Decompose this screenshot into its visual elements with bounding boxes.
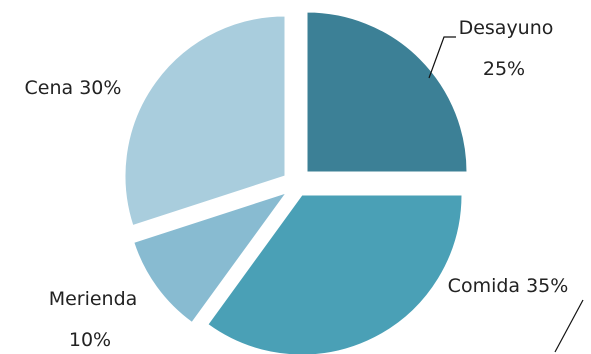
label-cena: Cena 30% <box>25 77 122 99</box>
pie-slice-comida <box>207 194 463 354</box>
pie-slices <box>124 11 468 354</box>
label-desayuno-name: Desayuno <box>459 17 554 39</box>
pie-slice-merienda <box>133 192 288 324</box>
comida-leader-line <box>554 299 584 353</box>
desayuno-leader-line <box>428 36 456 79</box>
label-desayuno-percent: 25% <box>483 58 525 80</box>
pie-slice-desayuno <box>306 11 468 173</box>
label-comida: Comida 35% <box>448 275 569 297</box>
label-merienda-name: Merienda <box>49 288 138 310</box>
label-merienda-percent: 10% <box>69 329 111 351</box>
pie-slice-cena <box>124 15 286 227</box>
